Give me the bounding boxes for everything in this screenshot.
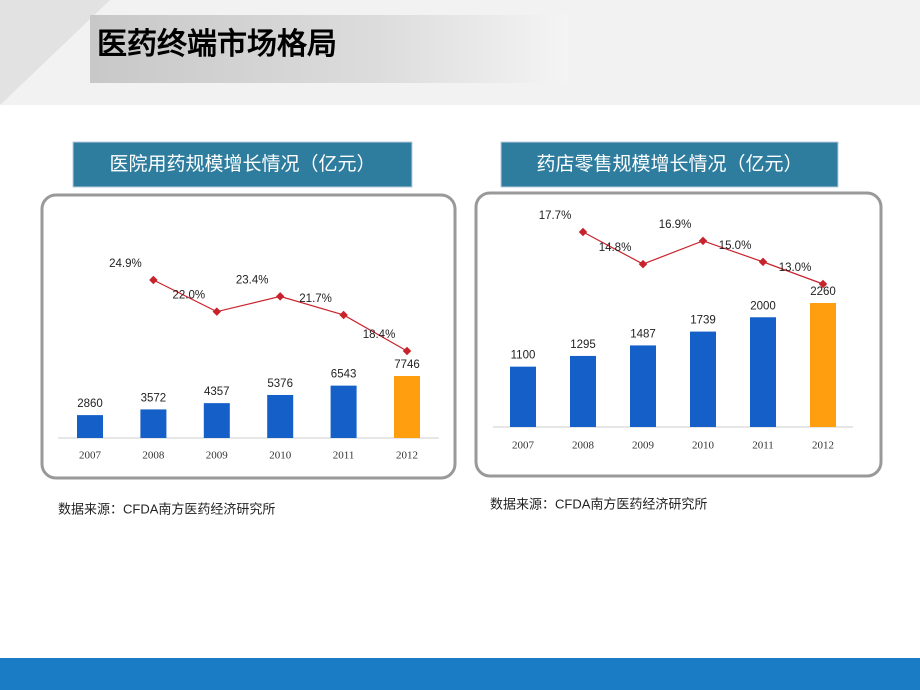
- x-tick-label: 2008: [572, 440, 595, 452]
- bar-label: 2260: [810, 286, 836, 298]
- growth-label: 17.7%: [539, 210, 572, 222]
- bar: [750, 317, 776, 427]
- growth-point: [758, 257, 768, 267]
- growth-label: 13.0%: [779, 262, 812, 274]
- x-tick-label: 2007: [79, 450, 102, 462]
- bar-label: 1487: [630, 328, 656, 340]
- bar-label: 2860: [77, 398, 103, 410]
- growth-label: 21.7%: [299, 293, 332, 305]
- bar: [140, 409, 167, 438]
- growth-label: 16.9%: [659, 219, 692, 231]
- x-tick-label: 2010: [269, 450, 292, 462]
- growth-label: 15.0%: [719, 240, 752, 252]
- source-note: 数据来源：CFDA南方医药经济研究所: [490, 496, 707, 511]
- growth-label: 14.8%: [599, 242, 632, 254]
- bar-label: 1100: [511, 350, 536, 362]
- growth-point: [212, 307, 222, 316]
- growth-point: [275, 292, 285, 301]
- chart-header: [72, 141, 413, 188]
- bar-label: 4357: [204, 386, 230, 398]
- x-tick-label: 2008: [142, 450, 165, 462]
- bar-label: 6543: [331, 369, 357, 381]
- bar: [570, 355, 596, 427]
- bar: [394, 376, 420, 438]
- x-tick-label: 2010: [692, 440, 715, 452]
- bar: [330, 385, 357, 438]
- growth-point: [339, 310, 348, 320]
- bar-label: 2000: [750, 300, 776, 312]
- x-tick-label: 2012: [812, 440, 834, 452]
- bar-label: 5376: [267, 378, 293, 390]
- chart-title: 药店零售规模增长情况（亿元）: [536, 153, 802, 175]
- growth-label: 18.4%: [363, 329, 396, 341]
- bar: [267, 394, 294, 438]
- growth-label: 24.9%: [109, 258, 142, 270]
- bar: [810, 303, 836, 427]
- x-tick-label: 2011: [333, 450, 355, 462]
- x-tick-label: 2012: [396, 450, 418, 462]
- bar-label: 1739: [690, 315, 716, 327]
- bar: [510, 366, 536, 427]
- growth-point: [638, 259, 648, 269]
- source-note: 数据来源：CFDA南方医药经济研究所: [58, 501, 275, 516]
- growth-point: [149, 275, 158, 285]
- growth-point: [818, 279, 828, 289]
- bar: [630, 345, 656, 427]
- bar: [203, 403, 230, 438]
- bar-label: 1295: [570, 339, 596, 351]
- bar: [77, 415, 103, 438]
- x-tick-label: 2011: [752, 440, 774, 452]
- title-band: [90, 15, 568, 83]
- x-tick-label: 2009: [206, 450, 229, 462]
- chart-header: [500, 141, 839, 188]
- footer-band: [0, 658, 920, 690]
- header-corner: [0, 0, 110, 105]
- chart-title: 医院用药规模增长情况（亿元）: [109, 153, 375, 175]
- growth-point: [402, 346, 412, 356]
- x-tick-label: 2009: [632, 440, 655, 452]
- bar: [690, 331, 716, 427]
- growth-label: 22.0%: [172, 290, 205, 302]
- x-tick-label: 2007: [512, 440, 535, 452]
- bar-label: 3572: [141, 392, 167, 404]
- growth-label: 23.4%: [236, 274, 269, 286]
- page-title: 医药终端市场格局: [97, 27, 337, 61]
- bar-label: 7746: [394, 359, 420, 371]
